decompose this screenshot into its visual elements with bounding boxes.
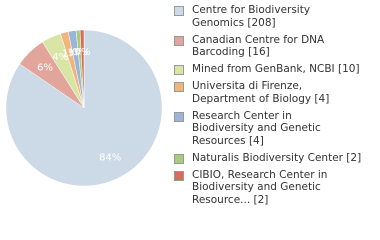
pie: 84%6%4%1%1%0%0% — [5, 29, 163, 187]
legend-swatch — [174, 65, 184, 75]
legend-label: CIBIO, Research Center in Biodiversity a… — [192, 168, 328, 206]
legend-label: Mined from GenBank, NCBI [10] — [192, 63, 360, 75]
slice-label: 6% — [37, 63, 53, 74]
slice-label: 1% — [67, 47, 83, 58]
legend-swatch — [174, 6, 184, 16]
legend-label: Centre for Biodiversity Genomics [208] — [192, 4, 311, 29]
legend-item: Canadian Centre for DNA Barcoding [16] — [174, 34, 378, 59]
legend-item: Universita di Firenze, Department of Bio… — [174, 80, 378, 105]
legend-label: Research Center in Biodiversity and Gene… — [192, 109, 321, 147]
legend-label: Canadian Centre for DNA Barcoding [16] — [192, 33, 325, 59]
legend-swatch — [174, 111, 184, 122]
legend-item: Research Center in Biodiversity and Gene… — [174, 110, 378, 148]
pie-slice — [79, 29, 85, 109]
legend: Centre for Biodiversity Genomics [208] Ca… — [174, 4, 378, 211]
slice-label: 84% — [99, 153, 121, 164]
legend-item: Mined from GenBank, NCBI [10] — [174, 63, 378, 76]
legend-label: Naturalis Biodiversity Center [2] — [192, 151, 362, 164]
legend-swatch — [174, 35, 184, 46]
legend-item: Centre for Biodiversity Genomics [208] — [174, 4, 378, 29]
legend-swatch — [174, 170, 184, 181]
legend-swatch — [174, 153, 184, 164]
slice-label: 1% — [62, 49, 78, 60]
legend-item: Naturalis Biodiversity Center [2] — [174, 152, 378, 165]
slice-label: 0% — [75, 47, 91, 58]
slice-label: 0% — [72, 47, 88, 58]
legend-swatch — [174, 82, 184, 92]
slice-label: 4% — [52, 52, 68, 63]
legend-item: CIBIO, Research Center in Biodiversity a… — [174, 169, 378, 207]
legend-label: Universita di Firenze, Department of Bio… — [192, 80, 330, 105]
